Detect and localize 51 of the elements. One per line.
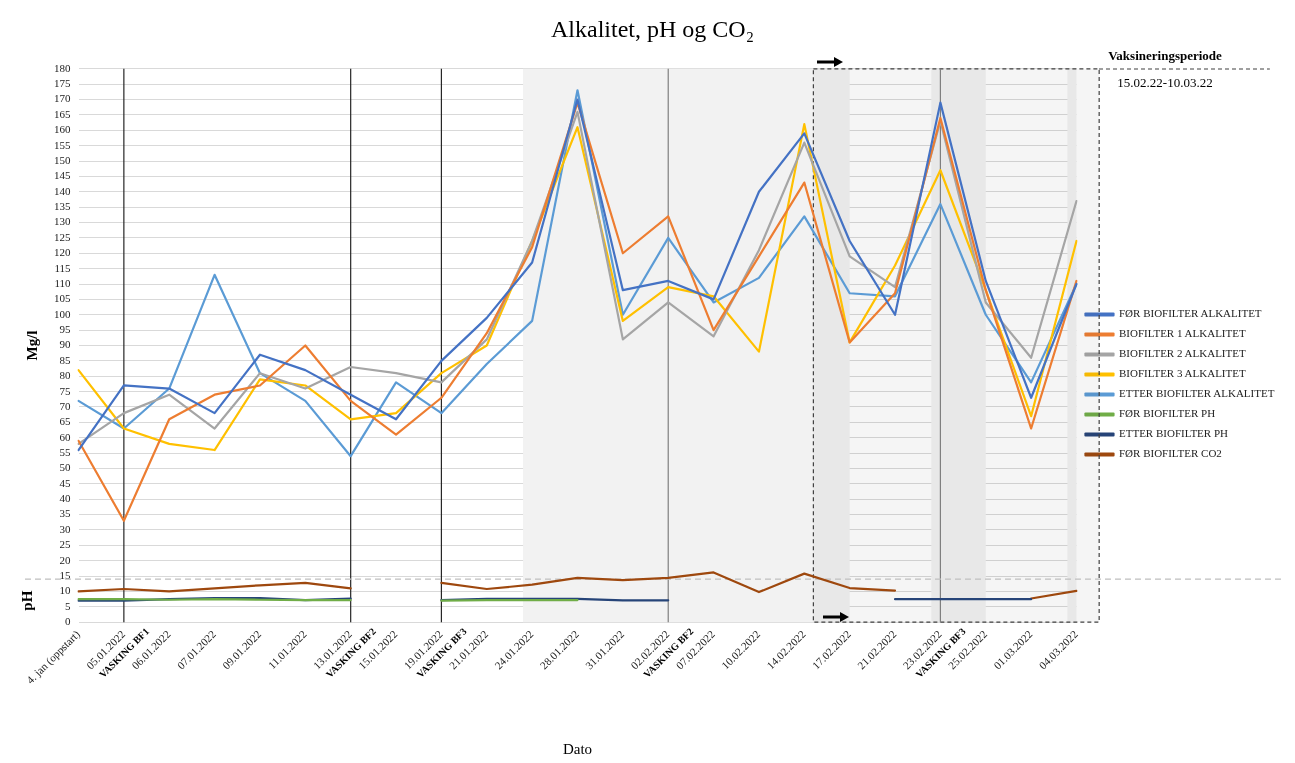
y-tick-label: 30 [59, 522, 71, 535]
y-tick-label: 130 [54, 215, 71, 228]
y-tick-label: 60 [59, 430, 71, 443]
y-tick-label: 40 [59, 492, 71, 505]
y-tick-label: 115 [54, 261, 71, 274]
y-tick-label: 135 [54, 200, 71, 213]
chart-title: Alkalitet, pH og CO₂ [550, 15, 755, 42]
text: 15.02.22-10.03.22 [1117, 74, 1213, 90]
legend-label: ETTER BIOFILTER PH [1118, 427, 1229, 440]
y-tick-label: 75 [59, 384, 71, 397]
y-tick-label: 5 [65, 599, 71, 612]
band-label: Vaksineringsperiode [1108, 47, 1223, 63]
y-tick-label: 110 [54, 276, 71, 289]
legend-label: BIOFILTER 2 ALKALITET [1118, 347, 1246, 360]
y-tick-label: 70 [59, 399, 71, 412]
y-tick-label: 155 [54, 138, 71, 151]
y-tick-label: 90 [59, 338, 71, 351]
y-tick-label: 95 [59, 323, 71, 336]
y-tick-label: 120 [54, 246, 71, 259]
y-axis-title: Mg/l [23, 330, 40, 361]
y-tick-label: 150 [54, 153, 71, 166]
y-tick-label: 165 [54, 107, 71, 120]
y-tick-label: 160 [54, 123, 71, 136]
y-tick-label: 55 [59, 446, 71, 458]
ref-line-label: pH [18, 590, 35, 611]
y-tick-label: 100 [54, 307, 71, 320]
y-tick-label: 20 [59, 553, 71, 566]
y-tick-label: 145 [54, 169, 71, 182]
legend-label: BIOFILTER 3 ALKALITET [1118, 367, 1246, 380]
y-tick-label: 175 [54, 77, 71, 90]
y-tick-label: 0 [65, 615, 71, 628]
y-tick-label: 35 [59, 507, 71, 520]
y-tick-label: 10 [59, 584, 71, 597]
y-tick-label: 15 [59, 568, 71, 581]
y-tick-label: 85 [59, 353, 71, 366]
y-tick-label: 180 [54, 61, 71, 74]
y-tick-label: 170 [54, 92, 71, 105]
legend-label: FØR BIOFILTER PH [1118, 407, 1216, 420]
legend-label: BIOFILTER 1 ALKALITET [1118, 327, 1246, 340]
legend-label: FØR BIOFILTER ALKALITET [1118, 307, 1262, 320]
y-tick-label: 125 [54, 230, 71, 243]
y-tick-label: 45 [59, 476, 71, 489]
y-tick-label: 105 [54, 292, 71, 305]
y-tick-label: 50 [59, 461, 71, 474]
x-axis-title: Dato [562, 740, 593, 757]
y-tick-label: 25 [59, 538, 71, 551]
y-tick-label: 65 [59, 415, 71, 428]
y-tick-label: 140 [54, 184, 71, 197]
y-tick-label: 80 [59, 369, 71, 382]
legend-label: ETTER BIOFILTER ALKALITET [1118, 387, 1275, 400]
legend-label: FØR BIOFILTER CO2 [1118, 447, 1222, 460]
